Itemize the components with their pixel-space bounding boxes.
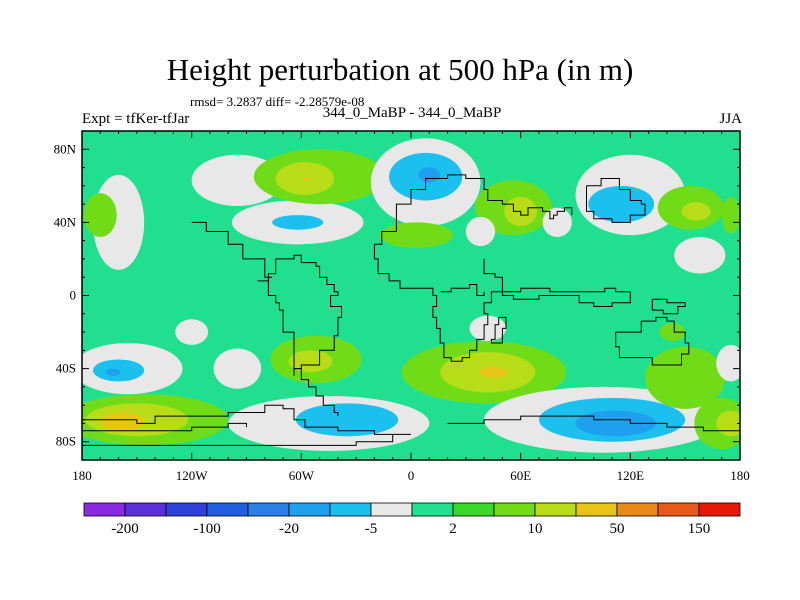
stats-text: rmsd= 3.2837 diff= -2.28579e-08 (190, 94, 365, 109)
contour-region (716, 344, 740, 382)
colorbar-box (83, 502, 126, 517)
contour-region (288, 350, 333, 373)
coastline (257, 254, 342, 376)
x-tick-label: 180 (72, 468, 92, 483)
y-tick-label: 80N (54, 141, 77, 156)
colorbar-label: -5 (365, 521, 378, 537)
contour-region (213, 348, 262, 389)
colorbar-box (288, 502, 331, 517)
contour-region (575, 410, 656, 437)
colorbar-box (493, 502, 536, 517)
colorbar-box (329, 502, 372, 517)
colorbar-label: 10 (528, 521, 543, 537)
contour-region (303, 176, 311, 181)
colorbar-box (165, 502, 208, 517)
colorbar-label: 150 (688, 521, 711, 537)
x-tick-label: 60W (289, 468, 315, 483)
coastline (501, 287, 631, 307)
colorbar-label: -200 (111, 521, 139, 537)
contour-region (83, 193, 117, 238)
x-tick-label: 60E (510, 468, 531, 483)
colorbar-box (616, 502, 659, 517)
colorbar-box (452, 502, 495, 517)
colorbar-box (575, 502, 618, 517)
y-tick-label: 80S (56, 434, 76, 449)
colorbar: -200 -100 -20 -5 2 10 50 150 (83, 502, 741, 537)
contour-region (681, 202, 711, 221)
colorbar-box (657, 502, 700, 517)
experiment-label: Expt = tfKer-tfJar (82, 111, 190, 127)
coastline (651, 298, 686, 315)
coastline (82, 404, 411, 446)
chart-title: Height perturbation at 500 hPa (in m) (166, 52, 634, 87)
contour-region (716, 410, 740, 437)
colorbar-label: -100 (193, 521, 221, 537)
y-tick-label: 40S (56, 361, 76, 376)
colorbar-label: 50 (610, 521, 625, 537)
contour-region (659, 322, 686, 342)
coastline (447, 415, 740, 435)
contour-region (272, 215, 324, 230)
season-label: JJA (719, 111, 742, 127)
colorbar-box (370, 502, 413, 517)
colorbar-box (124, 502, 167, 517)
x-tick-label: 0 (408, 468, 415, 483)
contour-region (295, 403, 399, 437)
coastline (586, 178, 646, 223)
colorbar-box (411, 502, 454, 517)
contour-region (465, 216, 496, 247)
contour-region (721, 196, 740, 234)
x-tick-label: 120E (617, 468, 645, 483)
contour-region (478, 366, 508, 378)
colorbar-box (247, 502, 290, 517)
colorbar-box (206, 502, 249, 517)
x-axis: 180 120W 60W 0 60E 120E 180 (72, 131, 750, 483)
x-tick-label: 180 (730, 468, 750, 483)
contour-region (100, 412, 145, 431)
contour-region (418, 167, 441, 183)
contour-region (674, 237, 726, 274)
coastline (615, 316, 690, 366)
coastline (395, 174, 573, 232)
contour-region (105, 368, 121, 376)
x-tick-label: 120W (176, 468, 209, 483)
coastline (440, 284, 485, 296)
contour-region (175, 319, 209, 345)
contour-region (644, 346, 726, 409)
contour-region (469, 315, 507, 342)
coastline (490, 316, 507, 344)
colorbar-box (698, 502, 741, 517)
coastline (191, 221, 339, 417)
coastline (82, 422, 247, 432)
y-tick-label: 40N (54, 214, 77, 229)
chart-subtitle: 344_0_MaBP - 344_0_MaBP (322, 105, 502, 121)
y-axis: 80N 40N 0 40S 80S (54, 141, 740, 449)
colorbar-box (534, 502, 577, 517)
contour-region (588, 185, 655, 223)
colorbar-label: 2 (449, 521, 457, 537)
colorbar-label: -20 (279, 521, 299, 537)
contour-region (379, 222, 454, 248)
coastline-layer (82, 174, 740, 446)
coastline (373, 231, 503, 362)
y-tick-label: 0 (70, 288, 77, 303)
